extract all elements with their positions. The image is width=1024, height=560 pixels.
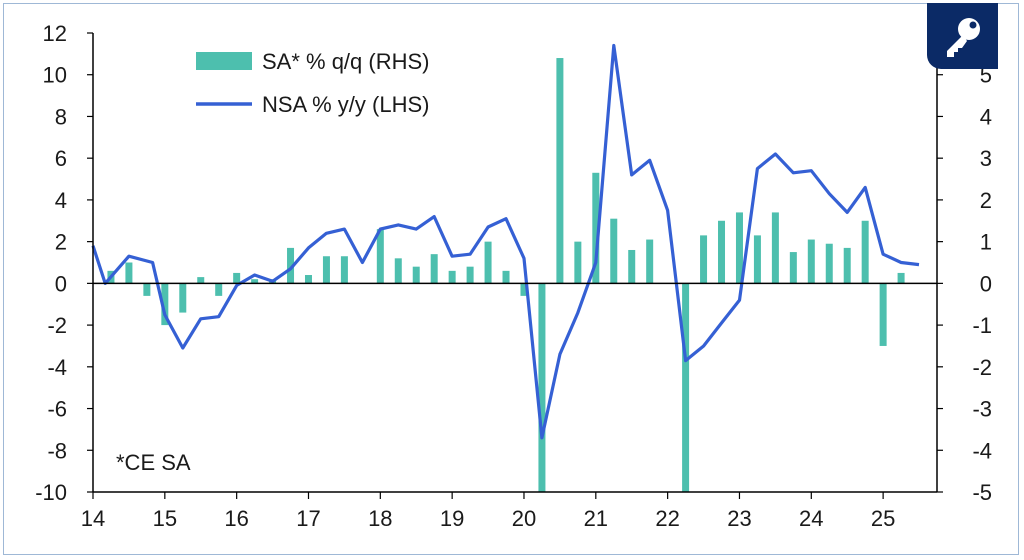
y-right-tick-label: -1 bbox=[972, 313, 992, 338]
y-right-tick-label: 4 bbox=[980, 104, 992, 129]
bar bbox=[161, 283, 169, 326]
bar bbox=[304, 275, 312, 284]
x-tick-label: 15 bbox=[153, 506, 177, 531]
line-series bbox=[91, 43, 920, 440]
x-tick-label: 23 bbox=[727, 506, 751, 531]
bar bbox=[197, 277, 205, 284]
y-left-tick-label: 8 bbox=[55, 104, 67, 129]
bar bbox=[484, 241, 492, 284]
bar bbox=[843, 247, 851, 284]
bar bbox=[861, 220, 869, 284]
x-tick-label: 19 bbox=[440, 506, 464, 531]
bar bbox=[520, 283, 528, 296]
bar bbox=[897, 272, 905, 284]
bar bbox=[340, 256, 348, 284]
y-right-tick-label: -5 bbox=[972, 480, 992, 505]
legend-bar-swatch bbox=[196, 52, 252, 70]
line-series-path bbox=[91, 43, 920, 440]
y-right-tick-label: -3 bbox=[972, 397, 992, 422]
bar bbox=[682, 283, 690, 492]
bar bbox=[771, 212, 779, 284]
y-right-tick-label: 3 bbox=[980, 146, 992, 171]
y-left-tick-label: 0 bbox=[55, 271, 67, 296]
bar bbox=[825, 243, 833, 284]
bar bbox=[502, 270, 510, 284]
bar bbox=[700, 235, 708, 284]
legend: SA* % q/q (RHS) NSA % y/y (LHS) bbox=[196, 49, 430, 117]
bar bbox=[753, 235, 761, 284]
x-tick-label: 22 bbox=[655, 506, 679, 531]
y-left-tick-label: 4 bbox=[55, 188, 67, 213]
bar bbox=[646, 239, 654, 284]
bar bbox=[628, 249, 636, 284]
y-left-tick-label: 2 bbox=[55, 230, 67, 255]
bar bbox=[610, 218, 618, 284]
bar bbox=[448, 270, 456, 284]
legend-bar-label: SA* % q/q (RHS) bbox=[262, 49, 430, 74]
key-badge[interactable] bbox=[927, 3, 998, 69]
bar bbox=[412, 266, 420, 284]
y-left-tick-label: 12 bbox=[43, 21, 67, 46]
y-left-tick-label: -2 bbox=[47, 313, 67, 338]
bar bbox=[251, 279, 259, 284]
bar bbox=[215, 283, 223, 296]
bar bbox=[592, 172, 600, 284]
bar bbox=[466, 266, 474, 284]
x-tick-label: 21 bbox=[584, 506, 608, 531]
y-left-tick-label: 6 bbox=[55, 146, 67, 171]
bar bbox=[376, 229, 384, 284]
x-tick-label: 24 bbox=[799, 506, 823, 531]
bar bbox=[735, 212, 743, 284]
bar-series bbox=[107, 58, 905, 492]
y-left-tick-label: -4 bbox=[47, 355, 67, 380]
bar bbox=[143, 283, 151, 296]
x-tick-label: 20 bbox=[512, 506, 536, 531]
x-tick-label: 17 bbox=[296, 506, 320, 531]
x-tick-label: 14 bbox=[81, 506, 105, 531]
x-tick-label: 25 bbox=[871, 506, 895, 531]
x-tick-label: 16 bbox=[224, 506, 248, 531]
y-right-tick-label: -4 bbox=[972, 438, 992, 463]
chart-note: *CE SA bbox=[116, 450, 191, 475]
legend-line-label: NSA % y/y (LHS) bbox=[262, 92, 429, 117]
bar bbox=[718, 220, 726, 284]
bar bbox=[789, 252, 797, 284]
key-icon bbox=[947, 18, 980, 57]
bar bbox=[125, 262, 133, 284]
y-right-tick-label: -2 bbox=[972, 355, 992, 380]
y-right-tick-label: 1 bbox=[980, 230, 992, 255]
bar bbox=[179, 283, 187, 313]
bar bbox=[574, 241, 582, 284]
bar bbox=[538, 283, 546, 492]
x-tick-label: 18 bbox=[368, 506, 392, 531]
bar bbox=[287, 247, 295, 284]
bar bbox=[879, 283, 887, 346]
bar bbox=[394, 258, 402, 284]
y-left-tick-label: 10 bbox=[43, 63, 67, 88]
bar bbox=[556, 58, 564, 284]
axes bbox=[87, 32, 943, 499]
bar bbox=[430, 254, 438, 284]
y-left-tick-label: -8 bbox=[47, 438, 67, 463]
y-right-tick-label: 0 bbox=[980, 271, 992, 296]
y-right-tick-label: 2 bbox=[980, 188, 992, 213]
y-left-tick-label: -6 bbox=[47, 397, 67, 422]
bar bbox=[322, 256, 330, 284]
bar bbox=[233, 272, 241, 284]
y-left-tick-label: -10 bbox=[35, 480, 67, 505]
bar bbox=[807, 239, 815, 284]
